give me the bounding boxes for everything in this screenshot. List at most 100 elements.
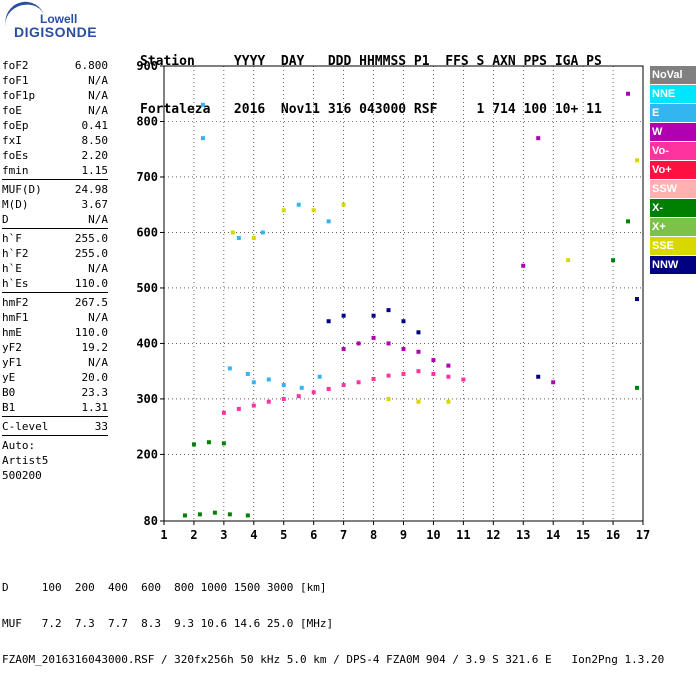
- data-point: [386, 308, 391, 313]
- param-row: M(D) 3.67: [2, 197, 108, 212]
- data-point: [182, 513, 187, 518]
- data-point: [446, 363, 451, 368]
- param-key: C-level: [2, 420, 49, 433]
- divider: [2, 179, 108, 180]
- param-row: fmin 1.15: [2, 163, 108, 178]
- y-tick-label: 80: [144, 514, 158, 528]
- footer-file-info: FZA0M_2016316043000.RSF / 320fx256h 50 k…: [2, 653, 665, 666]
- param-row: foEp 0.41: [2, 118, 108, 133]
- data-point: [281, 396, 286, 401]
- x-tick-label: 14: [546, 528, 560, 542]
- header-labels: Station YYYY DAY DDD HHMMSS P1 FFS S AXN…: [140, 54, 602, 69]
- param-value: 110.0: [74, 326, 108, 339]
- x-tick-label: 10: [426, 528, 440, 542]
- y-tick-label: 400: [136, 336, 158, 350]
- param-value: 24.98: [74, 183, 108, 196]
- param-value: N/A: [88, 262, 108, 275]
- data-point: [251, 380, 256, 385]
- legend-item: NNE: [650, 85, 696, 103]
- data-point: [200, 102, 205, 107]
- param-row: hmF1 N/A: [2, 310, 108, 325]
- logo: Lowell DIGISONDE: [0, 0, 97, 40]
- data-point: [356, 341, 361, 346]
- data-point: [227, 512, 232, 517]
- param-row: yF1 N/A: [2, 355, 108, 370]
- legend-item: SSE: [650, 237, 696, 255]
- data-point: [386, 373, 391, 378]
- param-row: h`E N/A: [2, 261, 108, 276]
- param-value: 267.5: [74, 296, 108, 309]
- param-row: fxI 8.50: [2, 133, 108, 148]
- param-value: N/A: [88, 213, 108, 226]
- ionogram-plot: 1 2 3 4 5 6 7 8 9 10 11 12 13 14 15 16 17802003004005006…: [136, 59, 650, 542]
- data-point: [221, 441, 226, 446]
- data-point: [341, 383, 346, 388]
- param-row: hmF2 267.5: [2, 295, 108, 310]
- data-point: [635, 385, 640, 390]
- param-key: M(D): [2, 198, 29, 211]
- param-value: 8.50: [81, 134, 109, 147]
- header: Station YYYY DAY DDD HHMMSS P1 FFS S AXN…: [140, 22, 602, 134]
- data-point: [326, 386, 331, 391]
- data-point: [317, 374, 322, 379]
- data-point: [326, 319, 331, 324]
- data-point: [416, 369, 421, 374]
- data-point: [221, 410, 226, 415]
- data-point: [431, 371, 436, 376]
- data-point: [431, 358, 436, 363]
- param-row: foEs 2.20: [2, 148, 108, 163]
- param-row: foF1 N/A: [2, 73, 108, 88]
- param-key: fxI: [2, 134, 22, 147]
- param-key: foF2: [2, 59, 29, 72]
- data-point: [341, 202, 346, 207]
- param-row: B1 1.31: [2, 400, 108, 415]
- data-point: [371, 335, 376, 340]
- x-tick-label: 6: [310, 528, 317, 542]
- divider: [2, 228, 108, 229]
- y-tick-label: 900: [136, 59, 158, 73]
- data-point: [401, 319, 406, 324]
- data-point: [446, 374, 451, 379]
- param-row: yE 20.0: [2, 370, 108, 385]
- param-value: 2.20: [81, 149, 109, 162]
- data-point: [536, 136, 541, 141]
- y-tick-label: 300: [136, 392, 158, 406]
- param-row: foF1p N/A: [2, 88, 108, 103]
- data-point: [230, 230, 235, 235]
- data-point: [245, 371, 250, 376]
- param-key: h`F2: [2, 247, 29, 260]
- data-point: [260, 230, 265, 235]
- divider: [2, 292, 108, 293]
- param-key: h`Es: [2, 277, 29, 290]
- data-point: [416, 349, 421, 354]
- data-point: [341, 346, 346, 351]
- data-point: [251, 236, 256, 241]
- autoscaling-line2: Artist5: [2, 454, 49, 467]
- data-point: [206, 440, 211, 445]
- legend-item: NoVal: [650, 66, 696, 84]
- param-row: h`F 255.0: [2, 231, 108, 246]
- divider: [2, 435, 108, 436]
- data-point: [371, 376, 376, 381]
- data-point: [191, 442, 196, 447]
- data-point: [611, 258, 616, 263]
- data-point: [521, 263, 526, 268]
- param-key: yE: [2, 371, 16, 384]
- param-value: N/A: [88, 356, 108, 369]
- param-row: h`Es 110.0: [2, 276, 108, 291]
- param-key: foE: [2, 104, 22, 117]
- data-point: [626, 219, 631, 224]
- logo-line1: Lowell: [40, 12, 78, 26]
- data-point: [296, 394, 301, 399]
- legend-item: Vo+: [650, 161, 696, 179]
- x-tick-label: 12: [486, 528, 500, 542]
- parameter-panel: foF2 6.800 foF1 N/A foF1p N/A foE N/A foEp 0.41 fx…: [2, 58, 108, 483]
- data-point: [566, 258, 571, 263]
- param-row: C-level 33: [2, 419, 108, 434]
- legend-item: X+: [650, 218, 696, 236]
- data-point: [341, 313, 346, 318]
- data-point: [245, 513, 250, 518]
- param-value: 19.2: [81, 341, 109, 354]
- param-key: foEs: [2, 149, 29, 162]
- footer-muf-row: MUF 7.2 7.3 7.7 8.3 9.3 10.6 14.6 25.0 […: [2, 617, 334, 630]
